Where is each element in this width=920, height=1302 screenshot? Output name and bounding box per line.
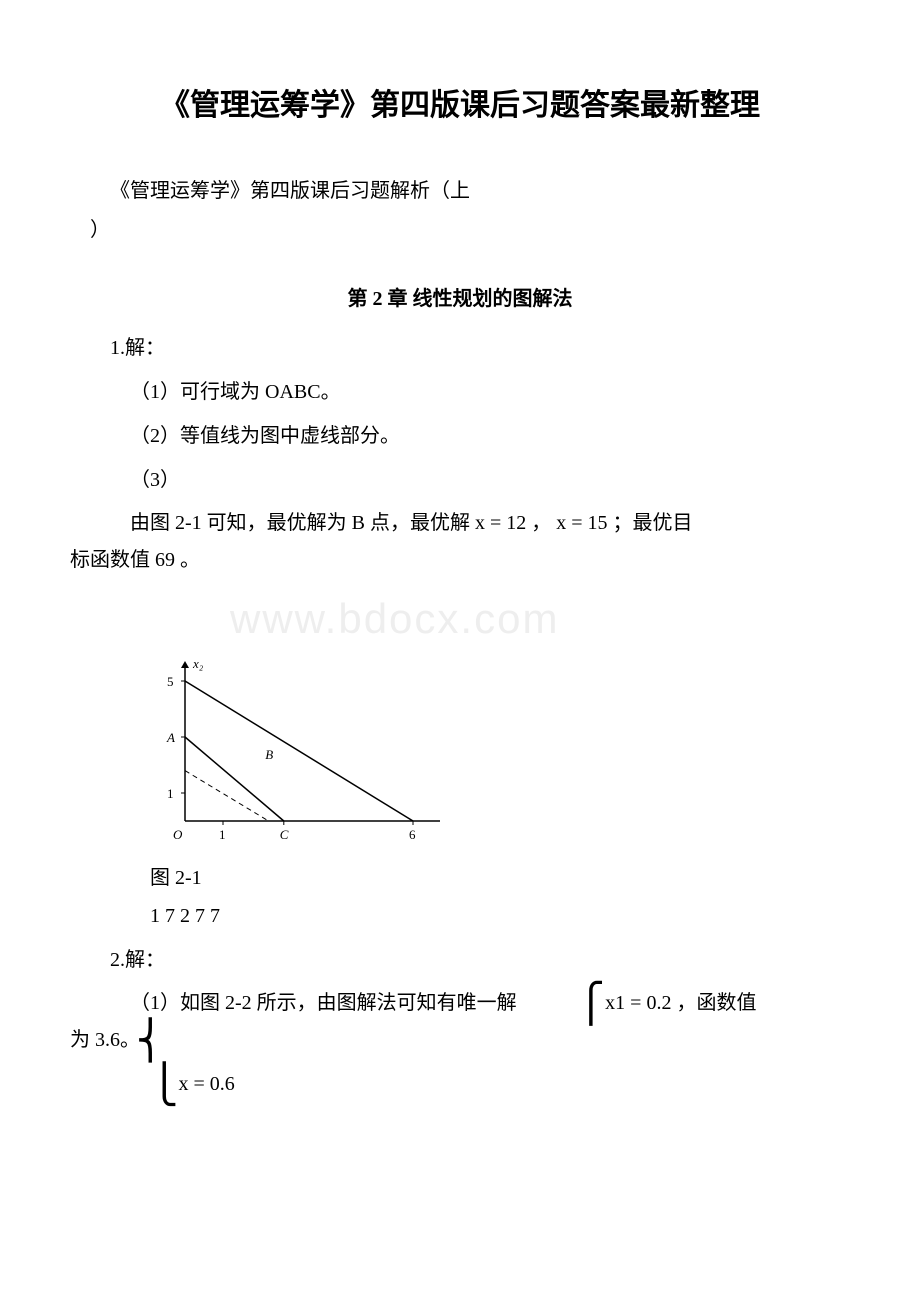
svg-text:C: C (280, 827, 289, 842)
subtitle-line-1: 《管理运筹学》第四版课后习题解析（上 (70, 174, 850, 203)
watermark-text: www.bdocx.com (230, 595, 559, 643)
svg-text:A: A (166, 730, 175, 745)
problem-1-solution-1: 由图 2-1 可知，最优解为 B 点，最优解 x = 12 ， x = 15 ；… (70, 507, 850, 539)
chapter-heading: 第 2 章 线性规划的图解法 (70, 282, 850, 311)
problem-1-item-2: （2）等值线为图中虚线部分。 (70, 419, 850, 448)
problem-2-solution-3-text: x = 0.6 (179, 1073, 235, 1095)
page-title: 《管理运筹学》第四版课后习题答案最新整理 (70, 80, 850, 124)
problem-2-solution-3: ⎩x = 0.6 (150, 1071, 850, 1097)
brace-bottom-icon: ⎩ (150, 1076, 179, 1095)
problem-1-number: 1.解： (70, 331, 850, 360)
svg-text:O: O (173, 827, 183, 842)
brace-top-icon: ⎧ (517, 995, 606, 1014)
subtitle-line-2: ） (70, 213, 850, 242)
numbers-line: 1 7 2 7 7 (150, 905, 850, 928)
svg-text:x₂: x₂ (192, 656, 204, 671)
problem-2-solution-1-part1: （1）如图 2-2 所示，由图解法可知有唯一解 (130, 992, 517, 1014)
problem-1-item-1: （1）可行域为 OABC。 (70, 375, 850, 404)
problem-2-solution-2: 为 3.6。⎨ (70, 1024, 850, 1056)
svg-text:1: 1 (219, 827, 226, 842)
problem-2-solution-2-text: 为 3.6。 (70, 1029, 140, 1051)
svg-text:6: 6 (409, 827, 416, 842)
svg-text:1: 1 (167, 786, 174, 801)
problem-2-solution-1-part2: x1 = 0.2 ，函数值 (605, 992, 756, 1014)
problem-2-solution-1: （1）如图 2-2 所示，由图解法可知有唯一解⎧x1 = 0.2 ，函数值 (70, 987, 850, 1019)
svg-text:B: B (265, 747, 273, 762)
problem-2-number: 2.解： (70, 943, 850, 972)
problem-1-item-3: （3） (70, 463, 850, 492)
svg-text:5: 5 (167, 674, 174, 689)
figure-2-1-chart: x₂x₁O1C61A5B (150, 656, 850, 851)
problem-1-solution-2: 标函数值 69 。 (70, 544, 850, 576)
brace-mid-icon: ⎨ (136, 1032, 165, 1051)
figure-2-1-label: 图 2-1 (150, 861, 850, 890)
